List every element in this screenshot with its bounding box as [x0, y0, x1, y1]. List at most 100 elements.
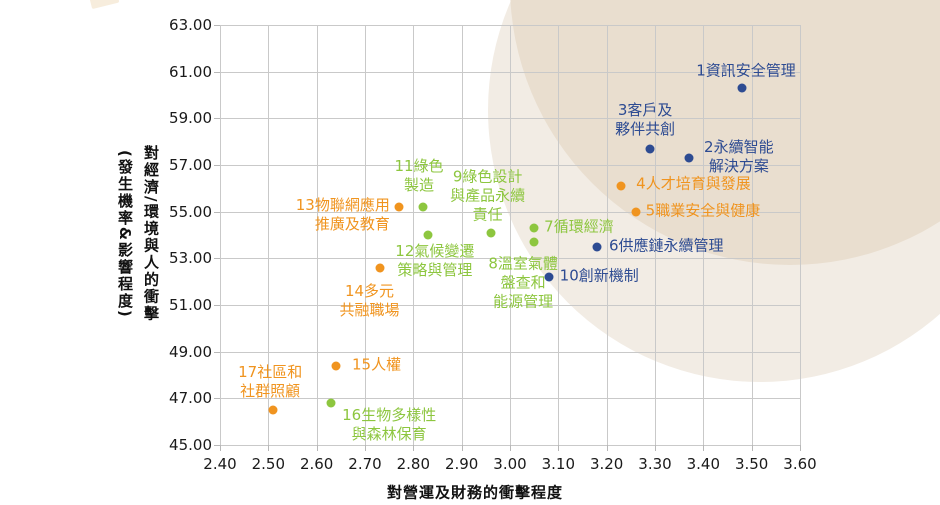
data-point-label-line: 盤查和	[500, 273, 546, 292]
data-point-dot	[418, 202, 428, 212]
plot-area: 1資訊安全管理 2永續智能 解決方案 3客戶及 夥伴共創 4人才培育與發展 5職業安全與健康…	[220, 25, 801, 446]
data-point-label-line: 1資訊安全管理	[696, 61, 796, 80]
data-point-label-line: 製造	[403, 176, 434, 194]
y-tick-mark	[214, 258, 220, 260]
x-tick-mark	[316, 445, 318, 451]
x-tick-label: 3.00	[493, 455, 527, 473]
data-point-label-line: 責任	[472, 205, 503, 224]
y-tick-label: 55.00	[169, 202, 212, 221]
data-point-label-line: 2永續智能	[704, 138, 774, 156]
y-axis-title-line1: 對經濟/環境與人的衝擊	[142, 145, 160, 323]
decor-corner-shape	[88, 0, 120, 10]
data-point-label-line: 10創新機制	[559, 266, 639, 285]
data-point-label-line: 共融職場	[339, 300, 400, 319]
data-point-dot	[684, 153, 694, 163]
x-gridline	[365, 25, 366, 445]
x-tick-label: 3.40	[686, 455, 721, 473]
x-gridline	[413, 25, 415, 445]
x-tick-label: 2.50	[251, 455, 286, 473]
data-point-label: 11綠色 製造	[394, 157, 443, 195]
data-point-label: 15人權	[352, 355, 401, 374]
data-point-label-line: 夥伴共創	[615, 119, 676, 138]
data-point-label: 2永續智能 解決方案	[704, 138, 774, 176]
x-tick-label: 3.10	[541, 455, 576, 473]
y-tick-label: 57.00	[169, 156, 212, 174]
y-tick-label: 51.00	[169, 296, 212, 314]
x-tick-label: 3.30	[638, 455, 672, 473]
data-point-label-line: 策略與管理	[397, 261, 473, 279]
y-gridline	[220, 165, 800, 166]
x-gridline	[751, 25, 753, 445]
data-point-label: 12氣候變遷 策略與管理	[395, 242, 474, 280]
data-point-label: 8溫室氣體 盤查和 能源管理	[488, 255, 558, 312]
data-point-label-line: 8溫室氣體	[488, 254, 558, 273]
data-point-dot	[592, 242, 602, 252]
x-tick-mark	[800, 445, 801, 451]
data-point-dot	[631, 207, 641, 217]
y-tick-label: 53.00	[169, 249, 212, 268]
data-point-dot	[645, 144, 655, 154]
data-point-label-line: 3客戶及	[617, 100, 673, 119]
y-tick-mark	[214, 211, 220, 213]
data-point-label: 10創新機制	[560, 267, 639, 286]
x-tick-label: 2.40	[203, 455, 237, 473]
data-point-label-line: 能源管理	[493, 292, 554, 311]
y-gridline	[220, 71, 800, 73]
data-point-label: 3客戶及 夥伴共創	[615, 101, 675, 139]
data-point-label: 9綠色設計 與產品永續 責任	[450, 167, 525, 224]
data-point-label-line: 推廣及教育	[314, 215, 390, 233]
x-tick-label: 3.50	[734, 455, 769, 473]
data-point-label: 5職業安全與健康	[646, 201, 761, 220]
x-gridline	[510, 25, 511, 445]
x-tick-mark	[510, 445, 511, 451]
x-tick-mark	[703, 445, 705, 451]
y-tick-mark	[214, 118, 220, 120]
data-point-label-line: 16生物多樣性	[342, 406, 437, 424]
x-tick-label: 2.90	[444, 455, 479, 473]
y-tick-label: 61.00	[169, 62, 212, 81]
data-point-label: 13物聯網應用 推廣及教育	[296, 196, 390, 234]
y-gridline	[220, 118, 800, 120]
data-point-label-line: 15人權	[352, 355, 402, 374]
y-tick-mark	[214, 351, 220, 353]
data-point-dot	[486, 228, 496, 238]
x-gridline	[316, 25, 318, 445]
y-gridline	[220, 305, 800, 306]
data-point-label-line: 5職業安全與健康	[645, 201, 761, 220]
y-tick-label: 59.00	[169, 109, 212, 128]
data-point-dot	[375, 263, 384, 273]
data-point-dot	[529, 223, 539, 233]
x-gridline	[606, 25, 608, 445]
y-tick-mark	[214, 305, 220, 306]
x-gridline	[558, 25, 560, 445]
x-tick-mark	[606, 445, 608, 451]
x-tick-mark	[751, 445, 753, 451]
y-tick-mark	[214, 398, 220, 400]
data-point-dot	[326, 398, 336, 408]
x-tick-label: 2.70	[348, 455, 382, 473]
data-point-dot	[423, 230, 433, 240]
data-point-dot	[616, 181, 626, 191]
x-tick-label: 3.20	[589, 455, 624, 473]
x-gridline	[655, 25, 656, 445]
x-axis-title: 對營運及財務的衝擊程度	[386, 483, 564, 502]
data-point-label-line: 4人才培育與發展	[636, 174, 751, 193]
y-tick-label: 47.00	[169, 389, 212, 408]
data-point-label-line: 與產品永續	[450, 186, 526, 205]
x-tick-mark	[655, 445, 656, 451]
y-tick-label: 63.00	[169, 16, 212, 34]
data-point-dot	[737, 83, 747, 93]
x-tick-label: 2.60	[299, 455, 334, 473]
data-point-label: 7循環經濟	[544, 218, 614, 237]
y-gridline	[220, 351, 800, 353]
data-point-label: 1資訊安全管理	[696, 62, 796, 81]
data-point-dot	[529, 237, 539, 247]
data-point-label-line: 7循環經濟	[544, 217, 614, 236]
x-tick-label: 3.60	[783, 455, 817, 473]
x-tick-mark	[365, 445, 366, 451]
data-point-label-line: 與森林保育	[351, 425, 427, 443]
y-axis-title: 對經濟/環境與人的衝擊 (發生機率&影響程度)	[112, 118, 164, 350]
x-gridline	[703, 25, 705, 445]
data-point-dot	[268, 405, 278, 415]
data-point-dot	[331, 361, 341, 371]
